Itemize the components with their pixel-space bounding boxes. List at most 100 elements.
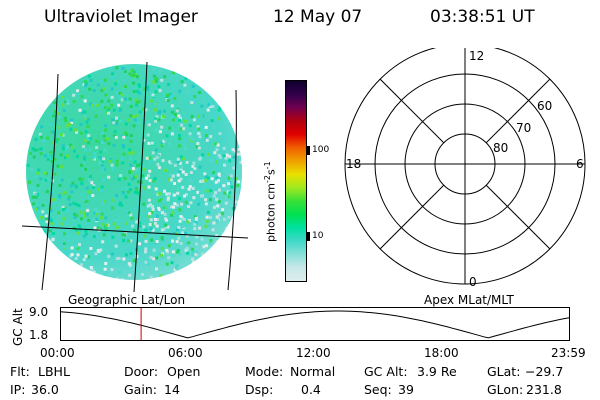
emission-pixel: [45, 190, 49, 193]
emission-pixel: [164, 138, 167, 142]
emission-pixel: [227, 176, 231, 180]
emission-pixel: [165, 206, 168, 210]
emission-pixel: [229, 197, 233, 201]
emission-pixel: [69, 184, 73, 188]
emission-pixel: [103, 200, 107, 204]
emission-pixel: [115, 116, 119, 120]
emission-pixel: [110, 95, 114, 99]
emission-pixel: [92, 184, 96, 187]
emission-pixel: [125, 221, 128, 225]
emission-pixel: [132, 73, 136, 77]
emission-pixel: [184, 173, 188, 176]
emission-pixel: [178, 208, 182, 212]
emission-pixel: [213, 111, 217, 115]
emission-pixel: [213, 151, 217, 155]
emission-pixel: [160, 255, 164, 259]
emission-pixel: [155, 214, 159, 218]
emission-pixel: [208, 241, 212, 245]
emission-pixel: [114, 135, 118, 139]
emission-pixel: [157, 111, 161, 115]
emission-pixel: [171, 250, 175, 254]
emission-pixel: [175, 109, 179, 113]
emission-pixel: [204, 244, 208, 248]
emission-pixel: [153, 177, 157, 180]
emission-pixel: [217, 213, 221, 217]
emission-pixel: [49, 219, 53, 223]
emission-pixel: [182, 127, 186, 131]
emission-pixel: [198, 191, 202, 195]
emission-pixel: [134, 175, 138, 179]
emission-pixel: [215, 160, 218, 164]
emission-pixel: [79, 263, 83, 267]
emission-pixel: [144, 228, 148, 232]
emission-pixel: [136, 180, 140, 184]
emission-pixel: [215, 148, 219, 152]
emission-pixel: [147, 185, 151, 189]
emission-pixel: [142, 138, 146, 142]
emission-pixel: [84, 222, 88, 226]
emission-pixel: [183, 194, 186, 198]
emission-pixel: [152, 74, 156, 78]
emission-pixel: [135, 188, 139, 192]
emission-pixel: [101, 202, 105, 205]
emission-pixel: [102, 178, 105, 182]
emission-pixel: [192, 209, 196, 213]
emission-pixel: [28, 180, 31, 184]
emission-pixel: [148, 160, 152, 164]
emission-pixel: [187, 241, 191, 245]
emission-pixel: [84, 237, 88, 240]
emission-pixel: [215, 175, 219, 179]
emission-pixel: [128, 151, 132, 155]
emission-pixel: [118, 91, 122, 95]
emission-pixel: [167, 83, 171, 86]
emission-pixel: [41, 210, 45, 214]
emission-pixel: [207, 103, 211, 107]
emission-pixel: [39, 177, 43, 181]
emission-pixel: [180, 123, 184, 127]
emission-pixel: [178, 89, 182, 93]
emission-pixel: [143, 278, 147, 280]
emission-pixel: [112, 144, 116, 147]
emission-pixel: [104, 93, 108, 97]
emission-pixel: [146, 85, 150, 89]
emission-pixel: [115, 194, 119, 198]
emission-pixel: [160, 198, 163, 202]
emission-pixel: [142, 225, 146, 229]
emission-pixel: [42, 139, 46, 143]
emission-pixel: [98, 161, 102, 165]
emission-pixel: [128, 148, 132, 152]
emission-pixel: [181, 185, 185, 189]
diagonal-line: [379, 78, 445, 144]
emission-pixel: [34, 207, 38, 211]
emission-pixel: [153, 218, 157, 221]
emission-pixel: [99, 189, 103, 193]
emission-pixel: [204, 224, 208, 228]
emission-pixel: [160, 235, 164, 239]
emission-pixel: [232, 166, 236, 170]
emission-pixel: [171, 118, 175, 122]
emission-pixel: [184, 146, 188, 150]
emission-pixel: [103, 139, 107, 143]
emission-pixel: [204, 198, 208, 202]
emission-pixel: [177, 236, 181, 240]
emission-pixel: [99, 248, 103, 252]
emission-pixel: [151, 93, 155, 97]
emission-pixel: [142, 164, 146, 168]
emission-pixel: [202, 179, 206, 183]
emission-pixel: [137, 100, 141, 104]
emission-pixel: [85, 213, 89, 217]
emission-pixel: [126, 118, 130, 122]
emission-pixel: [50, 221, 54, 225]
emission-pixel: [190, 101, 194, 105]
emission-pixel: [129, 252, 133, 255]
emission-pixel: [49, 229, 52, 233]
emission-pixel: [183, 139, 187, 143]
emission-pixel: [95, 103, 99, 107]
emission-pixel: [133, 118, 137, 122]
emission-pixel: [87, 219, 91, 222]
emission-pixel: [137, 120, 140, 124]
emission-pixel: [45, 217, 49, 221]
emission-pixel: [44, 178, 48, 182]
emission-pixel: [87, 255, 90, 259]
emission-pixel: [39, 147, 43, 151]
